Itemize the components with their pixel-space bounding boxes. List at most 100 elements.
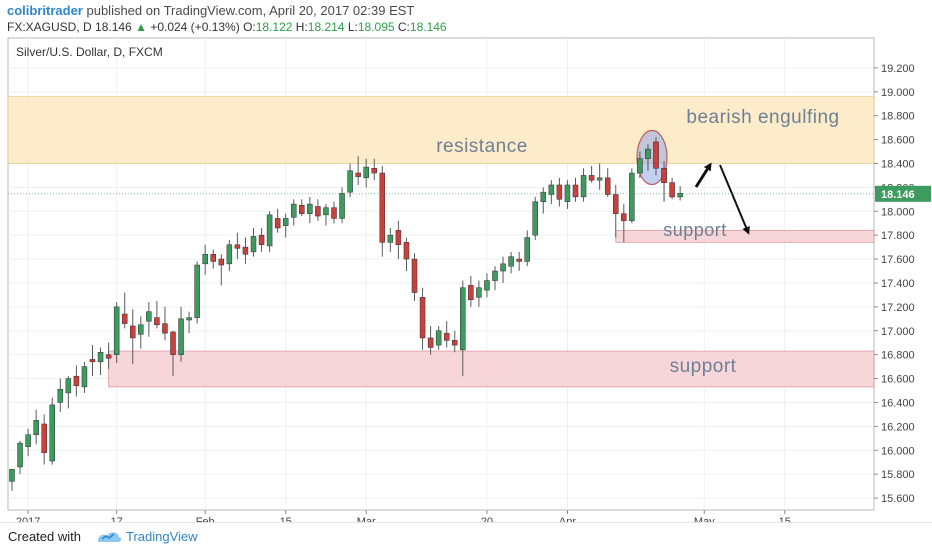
arrow-up — [694, 162, 712, 188]
zone-support — [108, 350, 875, 388]
candle-down — [355, 172, 361, 177]
candle-down — [89, 359, 96, 363]
candle-down — [661, 167, 667, 183]
candle-up — [532, 201, 538, 236]
candle-up — [194, 264, 200, 318]
candle-up — [291, 203, 297, 218]
candle-down — [299, 205, 305, 214]
close-label: C: — [397, 20, 410, 34]
x-tick-label: 2017 — [16, 516, 40, 522]
candle-up — [65, 378, 72, 394]
candle-up — [645, 148, 651, 159]
candle-up — [113, 306, 120, 355]
candle-up — [677, 193, 683, 198]
y-tick-label: 16.800 — [881, 350, 915, 362]
candle-up — [17, 442, 23, 468]
candle-down — [105, 354, 112, 359]
candle-up — [637, 158, 643, 174]
change-value: +0.024 (+0.13%) — [150, 20, 240, 34]
candle-down — [130, 325, 136, 339]
y-tick-label: 17.600 — [881, 254, 915, 266]
candle-down — [395, 230, 402, 245]
y-tick-label: 16.000 — [881, 445, 915, 457]
candle-down — [315, 206, 321, 217]
x-tick-label: Feb — [196, 516, 215, 522]
last-price-tag — [875, 185, 931, 202]
x-tick-label: Apr — [559, 516, 576, 522]
zones-layer — [7, 96, 875, 388]
x-tick-label: 17 — [111, 516, 123, 522]
y-tick-label: 16.600 — [881, 374, 915, 386]
y-tick-label: 19.000 — [881, 87, 915, 99]
candle-down — [274, 218, 281, 229]
candle-up — [49, 404, 55, 462]
candle-down — [371, 167, 377, 174]
candle-down — [258, 234, 265, 245]
candle-down — [621, 213, 627, 222]
x-tick-label: May — [694, 516, 715, 522]
candle-up — [435, 330, 442, 346]
candle-up — [540, 191, 547, 202]
candle-down — [613, 194, 619, 214]
y-tick-label: 18.000 — [881, 206, 915, 218]
arrow-down — [719, 164, 750, 235]
candle-down — [403, 242, 410, 260]
candle-down — [516, 258, 522, 262]
candle-up — [226, 244, 233, 265]
candle-up — [580, 175, 587, 198]
candle-down — [411, 258, 418, 293]
candle-down — [121, 313, 128, 324]
chart-title: Silver/U.S. Dollar, D, FXCM — [16, 45, 163, 59]
candle-up — [250, 236, 257, 253]
candle-down — [162, 323, 168, 334]
x-tick-label: 15 — [779, 516, 791, 522]
y-tick-label: 15.600 — [881, 493, 915, 505]
zone-support — [615, 229, 875, 243]
zone-label-support: support — [670, 356, 737, 377]
y-tick-label: 18.400 — [881, 158, 915, 170]
candle-down — [170, 331, 176, 355]
author-link[interactable]: colibritrader — [7, 3, 83, 18]
candle-up — [476, 287, 482, 298]
y-tick-label: 17.800 — [881, 230, 915, 242]
candle-up — [387, 234, 394, 243]
candle-up — [202, 254, 208, 265]
candle-up — [629, 172, 635, 222]
candle-down — [154, 317, 160, 326]
candle-up — [596, 177, 603, 181]
x-tick-label: 15 — [280, 516, 292, 522]
zone-label-support: support — [663, 220, 727, 240]
candle-up — [564, 184, 571, 202]
overlay-layer: resistance support support bearish engulfin… — [8, 107, 874, 377]
open-label: O: — [243, 20, 256, 34]
candle-up — [138, 324, 144, 335]
zone-resistance — [7, 96, 875, 164]
y-tick-label: 15.800 — [881, 469, 915, 481]
axes-layer: 15.600 15.800 16.000 16.200 16.400 16.600 16.8… — [16, 45, 931, 522]
low-value: 18.095 — [357, 20, 395, 34]
candle-down — [452, 340, 458, 346]
candle-up — [25, 434, 31, 447]
candle-up — [323, 207, 329, 216]
candle-up — [460, 287, 466, 351]
tradingview-brand-link[interactable]: TradingView — [126, 529, 198, 544]
high-value: 18.214 — [307, 20, 345, 34]
y-tick-label: 16.400 — [881, 397, 915, 409]
candle-down — [556, 184, 563, 200]
candle-down — [427, 337, 434, 348]
candle-up — [266, 214, 273, 247]
y-tick-label: 17.200 — [881, 302, 915, 314]
price-chart[interactable]: resistance support support bearish engulfin… — [0, 0, 932, 522]
candle-up — [9, 469, 15, 482]
tradingview-logo-icon[interactable] — [96, 527, 122, 550]
candle-up — [307, 203, 313, 214]
candle-down — [218, 258, 225, 266]
candle-down — [604, 177, 611, 195]
candle-down — [419, 297, 426, 339]
y-tick-label: 18.600 — [881, 135, 915, 147]
high-label: H: — [295, 20, 308, 34]
published-text: published on TradingView.com, April 20, … — [86, 3, 415, 18]
candle-down — [242, 246, 249, 255]
y-tick-label: 17.000 — [881, 326, 915, 338]
